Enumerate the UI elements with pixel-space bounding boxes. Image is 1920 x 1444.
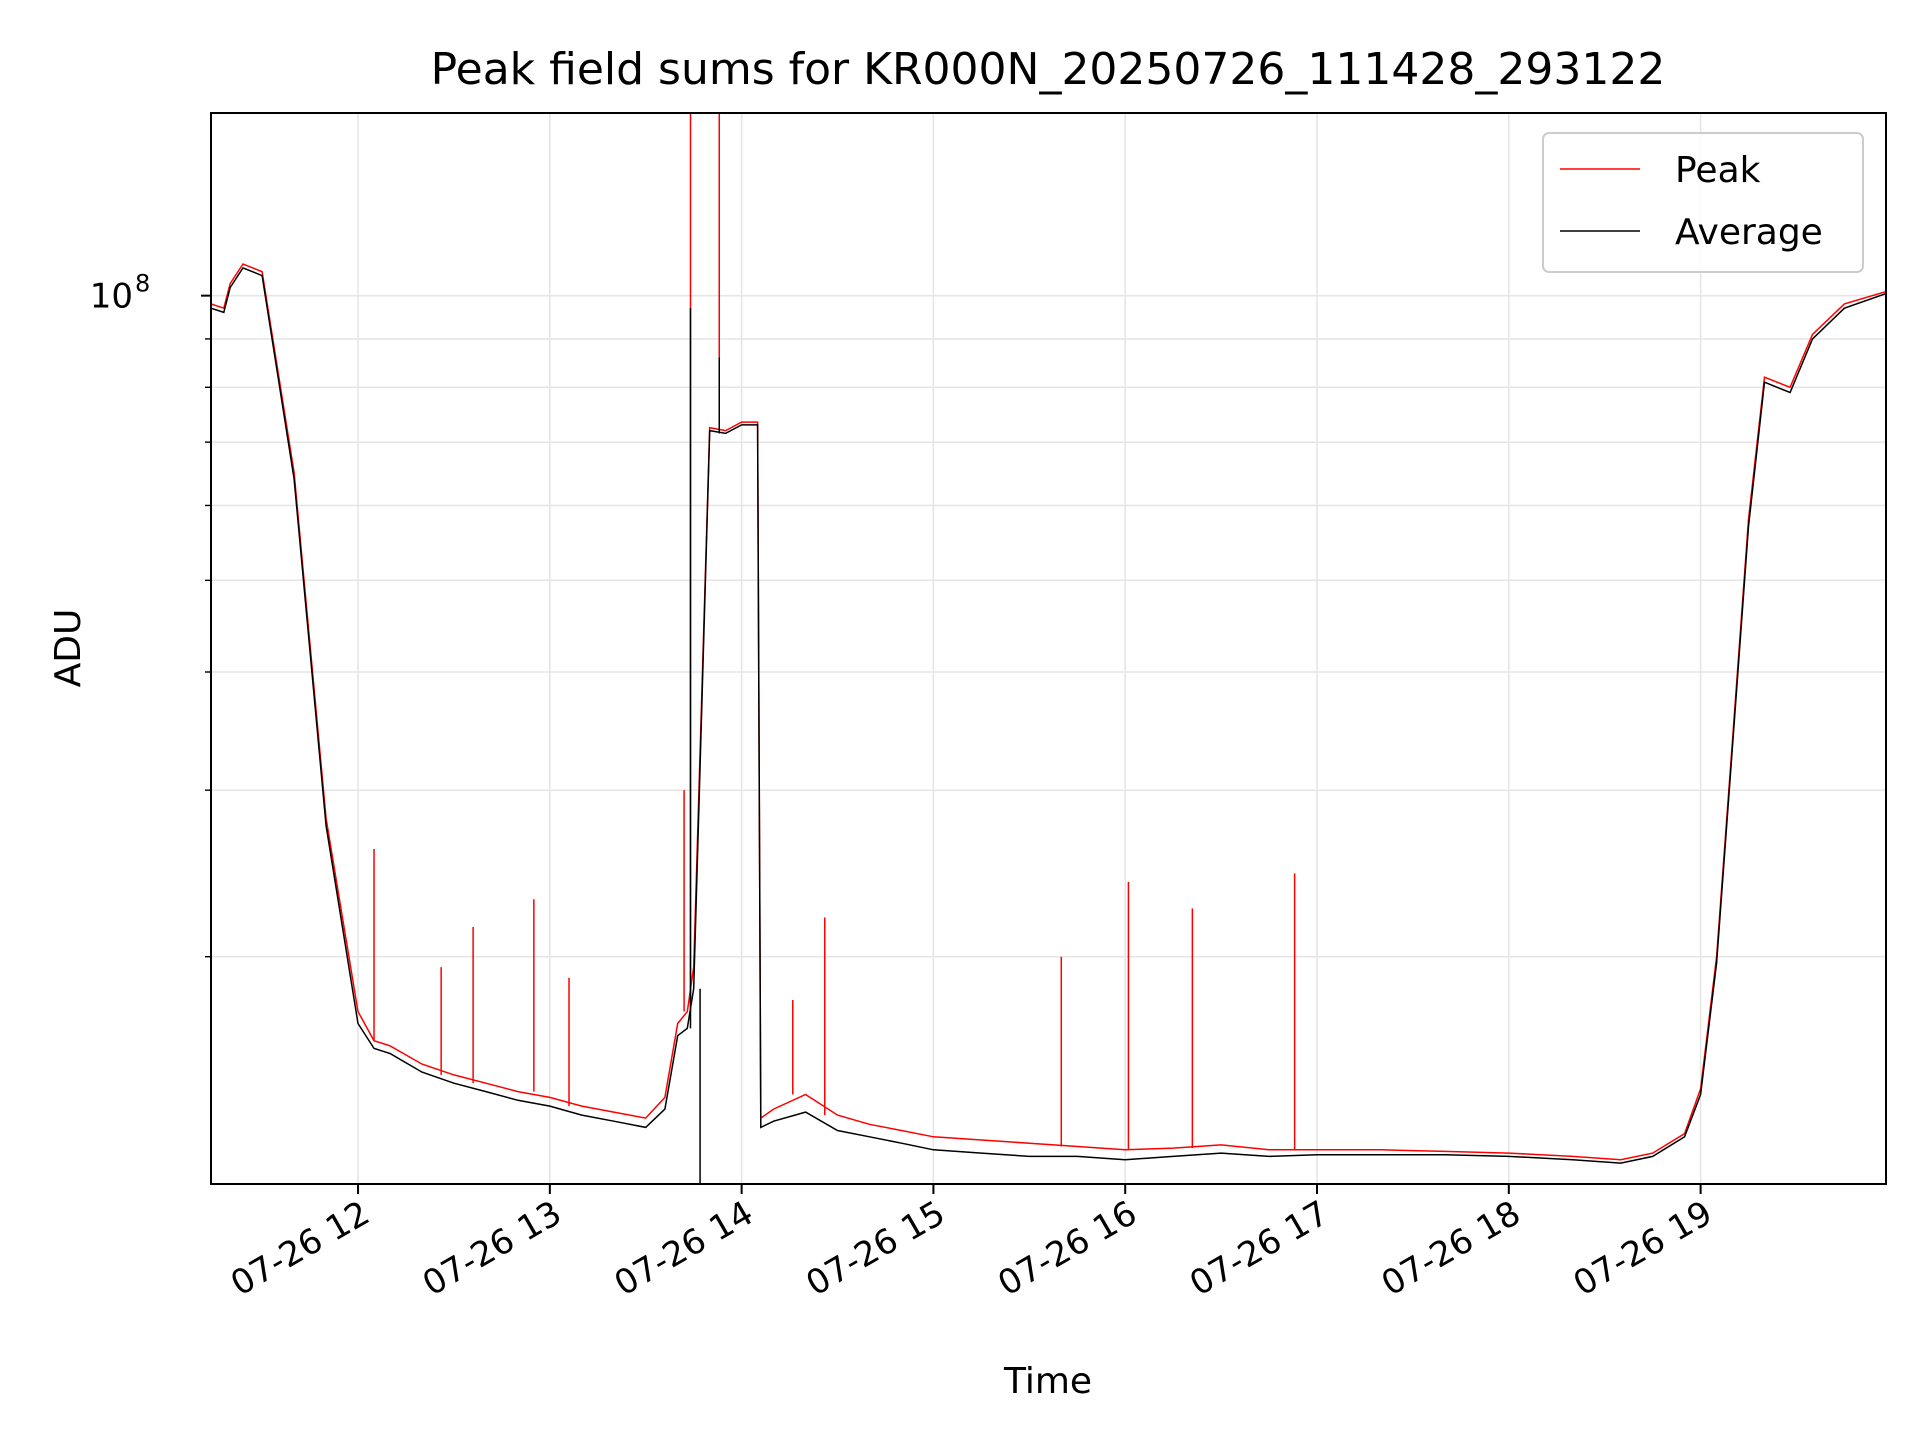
y-tick-label-exponent: 8 <box>135 270 150 298</box>
legend-box <box>1542 132 1864 273</box>
x-axis-label: Time <box>1003 1361 1092 1402</box>
legend-peak-label: Peak <box>1675 150 1761 191</box>
y-axis-label: ADU <box>48 609 89 688</box>
legend: Peak Average <box>1542 132 1864 273</box>
y-tick-label-base: 10 <box>90 277 133 317</box>
y-axis-ticks: 10 8 <box>90 270 211 958</box>
grid-lines <box>211 113 1886 1184</box>
series-line-average <box>211 266 1886 1164</box>
legend-average-label: Average <box>1675 212 1823 253</box>
chart-title: Peak field sums for KR000N_20250726_1114… <box>431 44 1666 95</box>
series-lines <box>211 113 1886 1184</box>
plot-frame <box>210 112 1887 1185</box>
series-line-peak <box>211 263 1886 1161</box>
